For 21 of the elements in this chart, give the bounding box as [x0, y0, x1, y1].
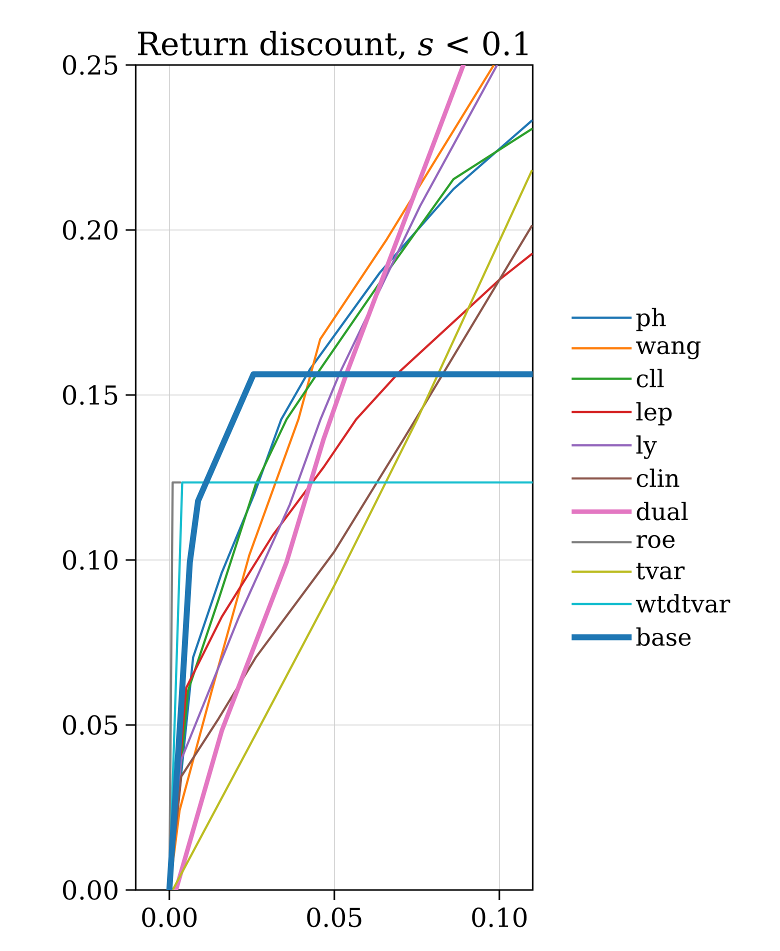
legend-label: wtdtvar [636, 594, 730, 613]
legend-label: lep [636, 402, 672, 426]
legend-label: roe [636, 535, 675, 548]
y-tick-label: 0.25 [63, 55, 118, 75]
legend-label: wang [636, 341, 701, 360]
y-tick-label: 0.15 [63, 385, 118, 405]
legend-label: dual [636, 502, 688, 520]
legend-label: ly [636, 435, 657, 459]
legend-label: base [636, 627, 691, 646]
y-tick-label: 0.00 [63, 880, 118, 900]
chart-title: Return discount, s < 0.1 [138, 30, 528, 60]
x-tick-label: 0.05 [307, 908, 362, 928]
y-tick-label: 0.20 [63, 220, 118, 240]
y-tick-label: 0.10 [63, 550, 118, 570]
y-tick-label: 0.05 [63, 715, 118, 735]
legend-label: cll [636, 368, 664, 388]
x-tick-label: 0.10 [472, 908, 527, 928]
legend-label: clin [636, 468, 680, 488]
x-tick-label: 0.00 [142, 908, 197, 928]
legend-label: ph [636, 308, 666, 332]
legend-label: tvar [636, 562, 685, 580]
